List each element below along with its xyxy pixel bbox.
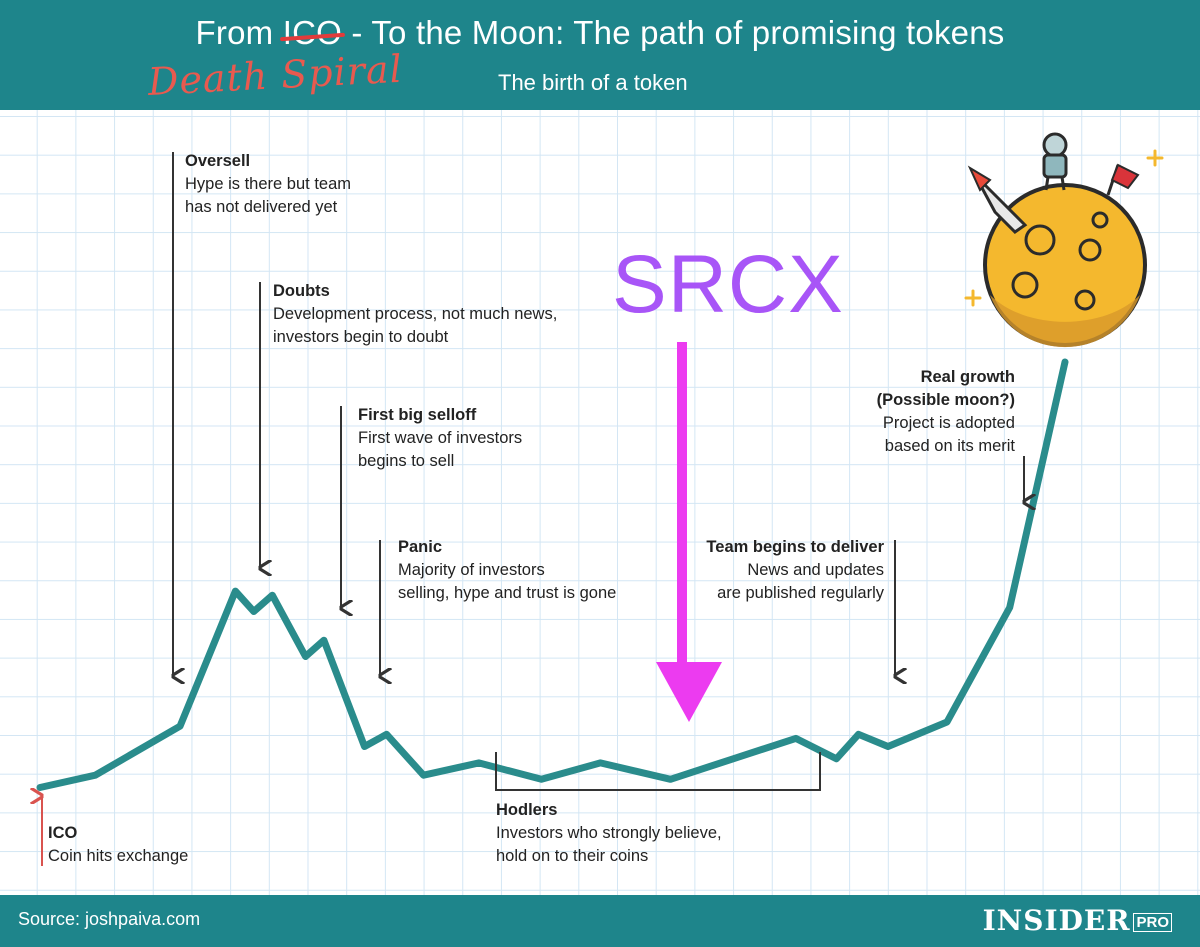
annotation-real-growth-line1: (Possible moon?) (876, 391, 1015, 409)
srcx-arrow (656, 342, 722, 722)
annotation-panic: Panic Majority of investors selling, hyp… (398, 536, 616, 605)
annotation-doubts-line1: Development process, not much news, (273, 305, 558, 323)
annotation-oversell-title: Oversell (185, 152, 251, 170)
annotation-team-delivers-line1: News and updates (747, 561, 884, 579)
annotation-first-selloff: First big selloff First wave of investor… (358, 404, 522, 473)
annotation-team-delivers-line2: are published regularly (717, 584, 884, 602)
annotation-ico: ICO Coin hits exchange (48, 822, 188, 868)
annotation-team-delivers-title: Team begins to deliver (706, 538, 884, 556)
annotation-team-delivers: Team begins to deliver News and updates … (706, 536, 884, 605)
annotation-hodlers-line1: Investors who strongly believe, (496, 824, 722, 842)
logo-pro-badge: PRO (1133, 913, 1172, 932)
annotation-doubts-line2: investors begin to doubt (273, 328, 449, 346)
annotation-oversell: Oversell Hype is there but team has not … (185, 150, 351, 219)
title-prefix: From (195, 14, 283, 51)
footer-bar: Source: joshpaiva.com INSIDER PRO (0, 895, 1200, 947)
annotation-real-growth-line2: Project is adopted (882, 414, 1015, 432)
annotation-real-growth-title: Real growth (920, 368, 1015, 386)
page-title: From ICO - To the Moon: The path of prom… (0, 14, 1200, 52)
annotation-doubts: Doubts Development process, not much new… (273, 280, 557, 349)
annotation-hodlers: Hodlers Investors who strongly believe, … (496, 799, 722, 868)
token-price-line (36, 358, 1069, 791)
srcx-label: SRCX (612, 239, 844, 330)
annotation-doubts-title: Doubts (273, 282, 330, 300)
annotation-oversell-line2: has not delivered yet (185, 198, 338, 216)
annotation-oversell-line1: Hype is there but team (185, 175, 351, 193)
title-suffix: - To the Moon: The path of promising tok… (342, 14, 1005, 51)
annotation-hodlers-title: Hodlers (496, 801, 558, 819)
annotation-ico-title: ICO (48, 824, 78, 842)
annotation-real-growth: Real growth (Possible moon?) Project is … (877, 366, 1015, 458)
annotation-first-selloff-line1: First wave of investors (358, 429, 523, 447)
annotation-panic-title: Panic (398, 538, 443, 556)
annotation-first-selloff-line2: begins to sell (358, 452, 455, 470)
annotation-real-growth-line3: based on its merit (884, 437, 1015, 455)
hodlers-bracket (495, 752, 821, 791)
page-subtitle: The birth of a token (498, 70, 688, 95)
source-credit: Source: joshpaiva.com (18, 909, 201, 929)
annotation-first-selloff-title: First big selloff (358, 406, 477, 424)
insider-pro-logo: INSIDER PRO (983, 904, 1172, 937)
logo-main-text: INSIDER (982, 904, 1131, 937)
annotation-ico-line1: Coin hits exchange (48, 847, 189, 865)
annotation-panic-line1: Majority of investors (398, 561, 545, 579)
title-struck-word: ICO (282, 14, 342, 51)
annotation-hodlers-line2: hold on to their coins (496, 847, 649, 865)
moon-illustration (964, 132, 1164, 348)
annotation-panic-line2: selling, hype and trust is gone (398, 584, 617, 602)
header-bar: From ICO - To the Moon: The path of prom… (0, 0, 1200, 110)
